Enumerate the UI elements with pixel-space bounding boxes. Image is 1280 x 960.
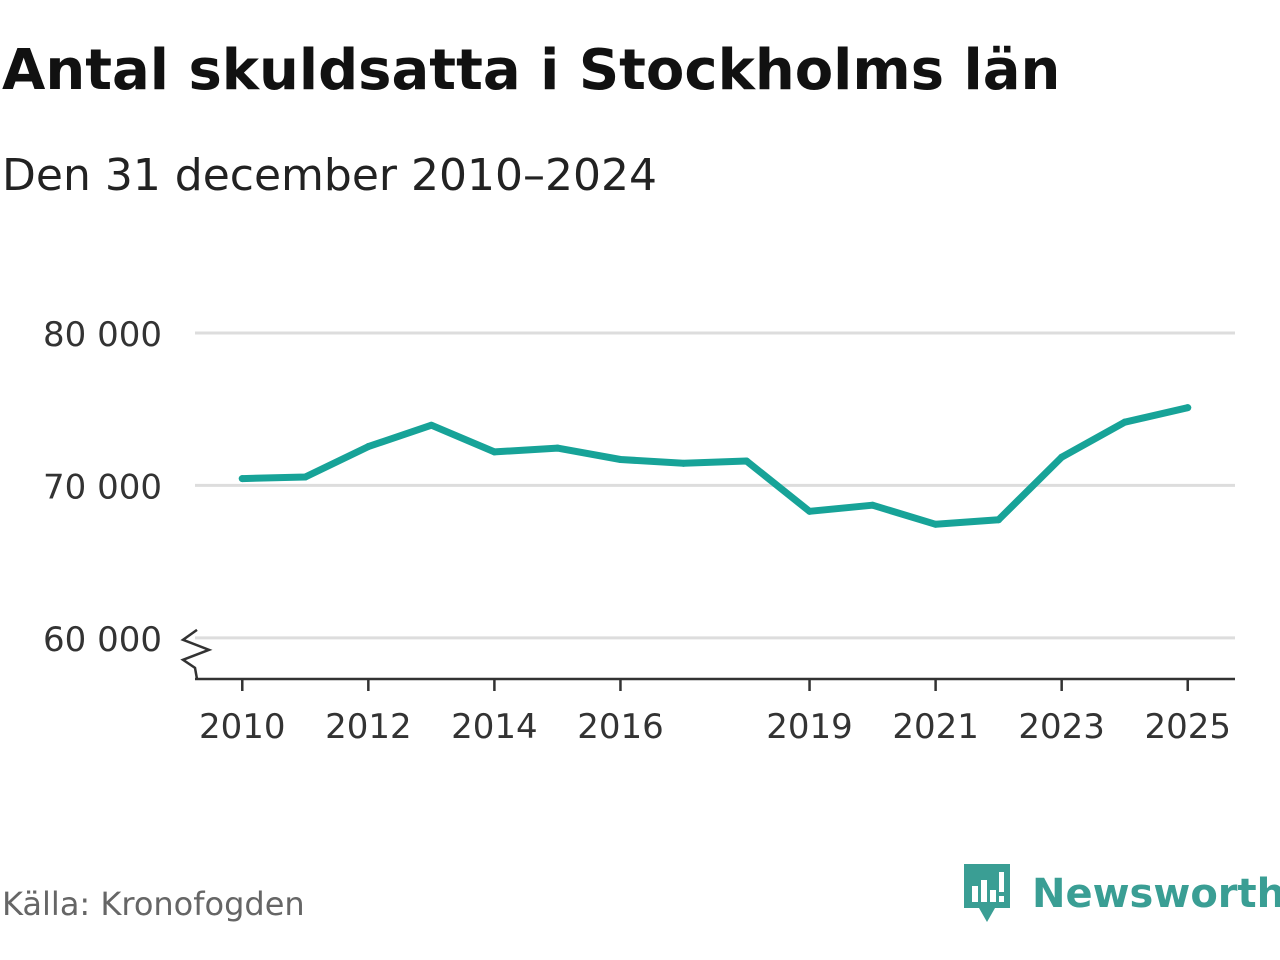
x-tick-label: 2019: [766, 707, 853, 747]
data-point: [490, 448, 498, 456]
brand-name: Newsworthy: [1032, 871, 1280, 917]
series-line: [238, 404, 1192, 528]
data-point: [1184, 404, 1192, 412]
data-point: [806, 507, 814, 515]
newsworthy-logo-icon: [964, 864, 1010, 922]
x-tick-label: 2016: [577, 707, 664, 747]
brand-logo: Newsworthy: [962, 864, 1280, 924]
data-point: [743, 457, 751, 465]
data-point: [301, 473, 309, 481]
x-tick-label: 2012: [325, 707, 412, 747]
gridlines: [195, 331, 1235, 640]
x-tick-label: 2010: [199, 707, 286, 747]
x-tick-label: 2025: [1144, 707, 1231, 747]
chart-subtitle: Den 31 december 2010–2024: [2, 150, 657, 201]
data-point: [679, 459, 687, 467]
axis-break-icon: [180, 628, 213, 680]
data-point: [427, 421, 435, 429]
x-axis-tick-labels: 2010 2012 2014 2016 2019 2021 2023 2025: [199, 679, 1231, 747]
data-point: [616, 456, 624, 464]
y-tick-label: 60 000: [43, 620, 162, 660]
x-tick-label: 2021: [892, 707, 979, 747]
y-tick-label: 80 000: [43, 315, 162, 355]
data-point: [553, 444, 561, 452]
y-axis-tick-labels: 60 000 70 000 80 000: [43, 315, 162, 660]
data-point: [364, 443, 372, 451]
x-tick-label: 2014: [451, 707, 538, 747]
data-point: [1121, 418, 1129, 426]
data-point: [995, 516, 1003, 524]
data-point: [1058, 453, 1066, 461]
series-layer: [238, 404, 1192, 528]
source-note: Källa: Kronofogden: [2, 885, 305, 923]
data-point: [238, 475, 246, 483]
data-point: [869, 501, 877, 509]
chart-title: Antal skuldsatta i Stockholms län: [2, 38, 1061, 103]
data-point: [932, 520, 940, 528]
y-tick-label: 70 000: [43, 467, 162, 507]
x-tick-label: 2023: [1018, 707, 1105, 747]
